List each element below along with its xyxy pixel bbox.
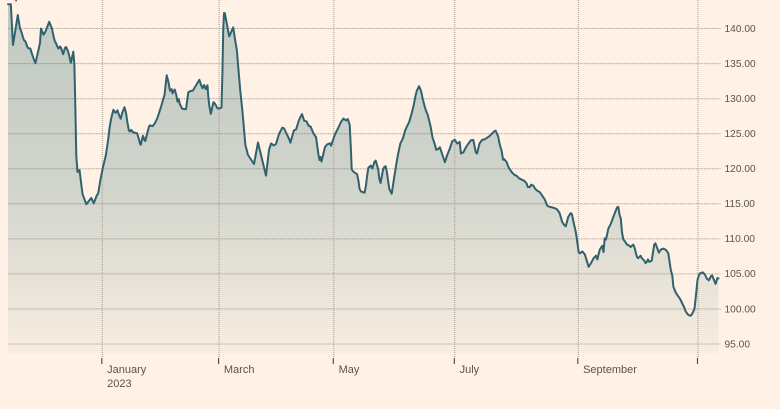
svg-text:95.00: 95.00 bbox=[725, 339, 751, 350]
svg-text:September: September bbox=[583, 364, 637, 376]
svg-text:January: January bbox=[107, 364, 147, 376]
svg-text:July: July bbox=[460, 364, 480, 376]
svg-text:140.00: 140.00 bbox=[725, 24, 756, 35]
svg-text:120.00: 120.00 bbox=[725, 164, 756, 175]
svg-text:105.00: 105.00 bbox=[725, 269, 756, 280]
svg-text:130.00: 130.00 bbox=[725, 94, 756, 105]
svg-text:2023: 2023 bbox=[107, 378, 131, 390]
svg-text:100.00: 100.00 bbox=[725, 304, 756, 315]
svg-text:110.00: 110.00 bbox=[725, 234, 756, 245]
svg-text:March: March bbox=[224, 364, 255, 376]
svg-text:125.00: 125.00 bbox=[725, 129, 756, 140]
svg-text:135.00: 135.00 bbox=[725, 59, 756, 70]
svg-text:May: May bbox=[339, 364, 360, 376]
svg-text:115.00: 115.00 bbox=[725, 199, 756, 210]
